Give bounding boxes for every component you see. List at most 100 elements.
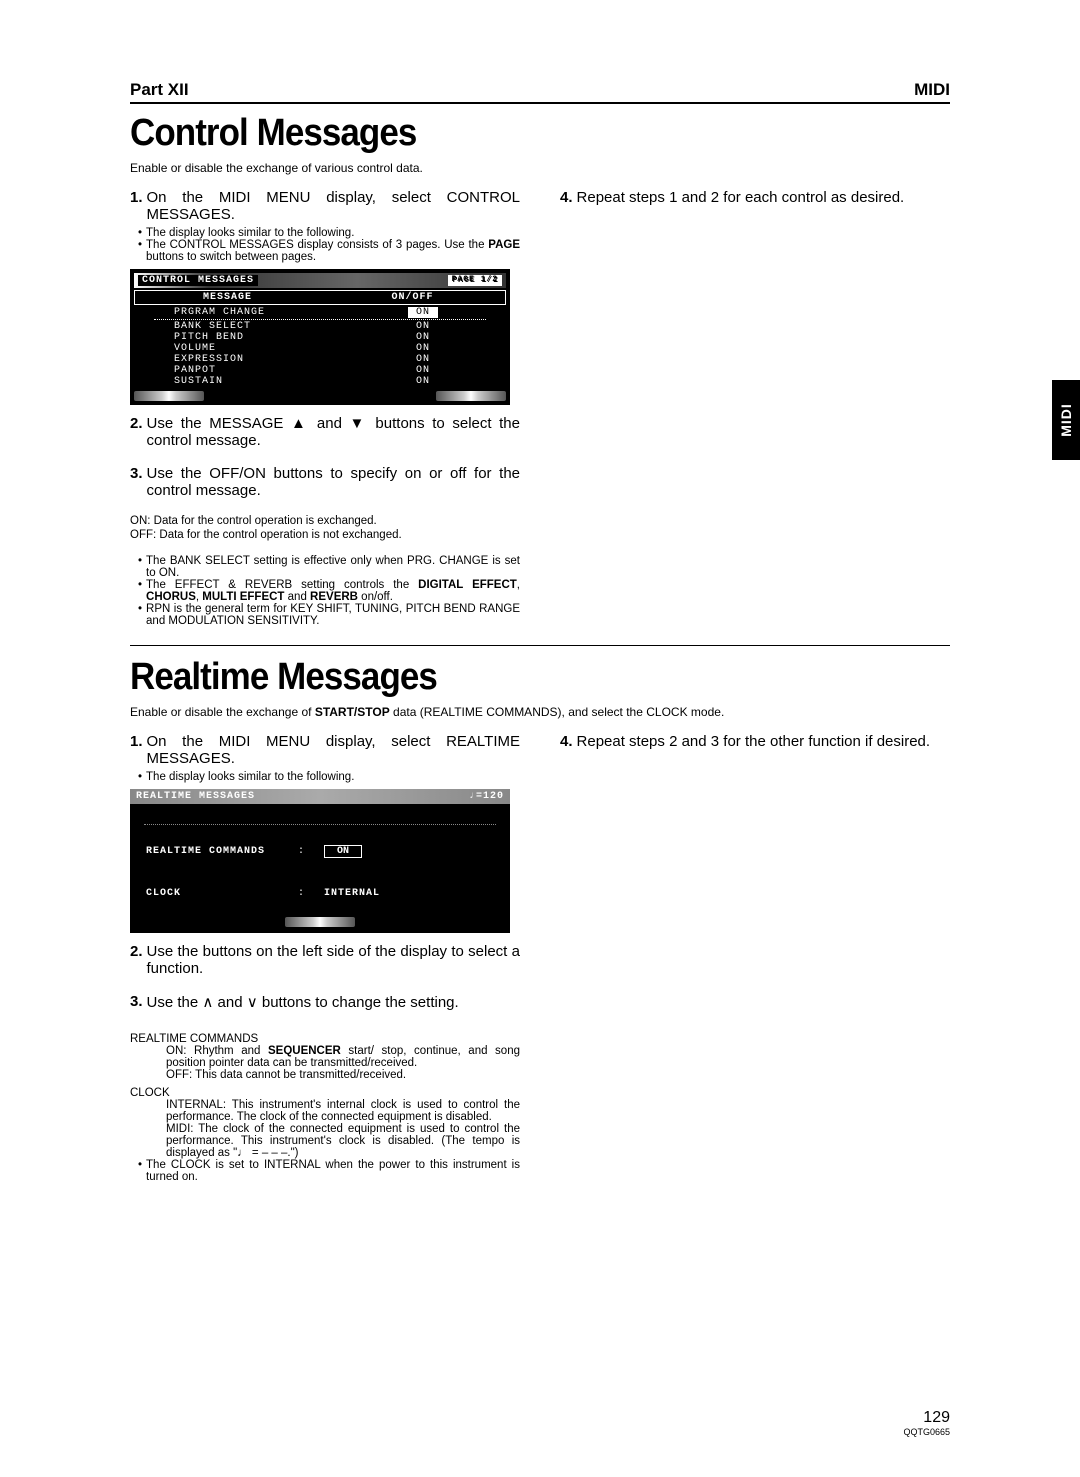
screen-footer bbox=[134, 391, 506, 401]
bullet-item: • The CLOCK is set to INTERNAL when the … bbox=[138, 1159, 520, 1183]
bullet-item: • The BANK SELECT setting is effective o… bbox=[138, 555, 520, 579]
bullet-text: The CLOCK is set to INTERNAL when the po… bbox=[146, 1159, 520, 1183]
screen-row: VOLUME ON bbox=[134, 343, 506, 354]
bullet-text: The BANK SELECT setting is effective onl… bbox=[146, 555, 520, 579]
bullet-dot: • bbox=[138, 603, 142, 627]
screen-body: REALTIME COMMANDS : ON CLOCK : INTERNAL bbox=[130, 804, 510, 917]
bullet-text: The CONTROL MESSAGES display consists of… bbox=[146, 239, 520, 263]
two-column-layout: 1. On the MIDI MENU display, select REAL… bbox=[130, 733, 950, 1183]
screen-row: BANK SELECT ON bbox=[134, 321, 506, 332]
step-text: Repeat steps 2 and 3 for the other funct… bbox=[577, 733, 931, 750]
msg-cell: SUSTAIN bbox=[134, 376, 340, 387]
colon: : bbox=[298, 846, 304, 857]
step-text: Use the buttons on the left side of the … bbox=[147, 943, 520, 977]
bullet-dot: • bbox=[138, 771, 142, 783]
val-cell: ON bbox=[340, 376, 506, 387]
part-label: Part XII bbox=[130, 80, 189, 100]
bullet-text: The EFFECT & REVERB setting controls the… bbox=[146, 579, 520, 603]
footer-button-right bbox=[436, 391, 506, 401]
bullet-item: • The display looks similar to the follo… bbox=[138, 227, 520, 239]
step-2: 2. Use the MESSAGE ▲ and ▼ buttons to se… bbox=[130, 415, 520, 449]
page-header: Part XII MIDI bbox=[130, 80, 950, 104]
right-column: 4. Repeat steps 2 and 3 for the other fu… bbox=[560, 733, 950, 1183]
val-cell: ON bbox=[340, 307, 506, 318]
step-number: 2. bbox=[130, 943, 143, 977]
screen-row: PRGRAM CHANGE ON bbox=[134, 307, 506, 318]
step-1: 1. On the MIDI MENU display, select CONT… bbox=[130, 189, 520, 223]
screen-title: CONTROL MESSAGES bbox=[138, 275, 258, 286]
step-text: Use the MESSAGE ▲ and ▼ buttons to selec… bbox=[147, 415, 520, 449]
step-text: Repeat steps 1 and 2 for each control as… bbox=[577, 189, 905, 206]
val-cell: ON bbox=[340, 365, 506, 376]
colon: : bbox=[298, 888, 304, 899]
step-text: On the MIDI MENU display, select REALTIM… bbox=[147, 733, 520, 767]
header-onoff: ON/OFF bbox=[320, 291, 505, 304]
step-number: 2. bbox=[130, 415, 143, 449]
row-value: ON bbox=[324, 845, 362, 858]
step-text: Use the OFF/ON buttons to specify on or … bbox=[147, 465, 520, 499]
section-title-control-messages: Control Messages bbox=[130, 112, 884, 155]
screen-row: PANPOT ON bbox=[134, 365, 506, 376]
bullet-item: • The display looks similar to the follo… bbox=[138, 771, 520, 783]
step-number: 1. bbox=[130, 733, 143, 767]
msg-cell: BANK SELECT bbox=[134, 321, 340, 332]
right-column: 4. Repeat steps 1 and 2 for each control… bbox=[560, 189, 950, 627]
section-intro: Enable or disable the exchange of START/… bbox=[130, 705, 950, 719]
step-number: 3. bbox=[130, 465, 143, 499]
step-4: 4. Repeat steps 1 and 2 for each control… bbox=[560, 189, 950, 206]
clock-internal-text: INTERNAL: This instrument's internal clo… bbox=[166, 1099, 520, 1123]
bullet-text: The display looks similar to the followi… bbox=[146, 771, 354, 783]
bullet-text: The display looks similar to the followi… bbox=[146, 227, 354, 239]
tempo-display: ♩=120 bbox=[469, 791, 504, 802]
step-3: 3. Use the OFF/ON buttons to specify on … bbox=[130, 465, 520, 499]
step-1: 1. On the MIDI MENU display, select REAL… bbox=[130, 733, 520, 767]
clock-midi-text: MIDI: The clock of the connected equipme… bbox=[166, 1123, 520, 1159]
control-messages-screenshot: CONTROL MESSAGES PAGE 1/2 MESSAGE ON/OFF… bbox=[130, 269, 510, 405]
screen-row: PITCH BEND ON bbox=[134, 332, 506, 343]
step-text: Use the ∧ and ∨ buttons to change the se… bbox=[147, 993, 459, 1011]
section-intro: Enable or disable the exchange of variou… bbox=[130, 161, 950, 175]
side-tab-label: MIDI bbox=[1058, 403, 1074, 437]
screen-title-bar: CONTROL MESSAGES PAGE 1/2 bbox=[134, 273, 506, 288]
msg-cell: EXPRESSION bbox=[134, 354, 340, 365]
row-label: REALTIME COMMANDS bbox=[138, 846, 298, 857]
section-divider bbox=[130, 645, 950, 646]
val-cell: ON bbox=[340, 321, 506, 332]
val-cell: ON bbox=[340, 343, 506, 354]
header-message: MESSAGE bbox=[135, 291, 320, 304]
step-text: On the MIDI MENU display, select CONTROL… bbox=[147, 189, 520, 223]
realtime-messages-screenshot: REALTIME MESSAGES ♩=120 REALTIME COMMAND… bbox=[130, 789, 510, 933]
step-4: 4. Repeat steps 2 and 3 for the other fu… bbox=[560, 733, 950, 750]
rc-off-text: OFF: This data cannot be transmitted/rec… bbox=[166, 1069, 520, 1081]
screen-row: EXPRESSION ON bbox=[134, 354, 506, 365]
screen-row: SUSTAIN ON bbox=[134, 376, 506, 387]
msg-cell: PANPOT bbox=[134, 365, 340, 376]
bullet-dot: • bbox=[138, 555, 142, 579]
screen-title: REALTIME MESSAGES bbox=[136, 791, 255, 802]
bullet-dot: • bbox=[138, 1159, 142, 1183]
section-label: MIDI bbox=[914, 80, 950, 100]
screen-row: REALTIME COMMANDS : ON bbox=[138, 845, 502, 858]
section-title-realtime-messages: Realtime Messages bbox=[130, 656, 884, 699]
bullet-dot: • bbox=[138, 579, 142, 603]
left-column: 1. On the MIDI MENU display, select CONT… bbox=[130, 189, 520, 627]
bullet-item: • RPN is the general term for KEY SHIFT,… bbox=[138, 603, 520, 627]
screen-title-bar: REALTIME MESSAGES ♩=120 bbox=[130, 789, 510, 804]
screen-footer bbox=[130, 917, 510, 933]
two-column-layout: 1. On the MIDI MENU display, select CONT… bbox=[130, 189, 950, 627]
footer-button-left bbox=[134, 391, 204, 401]
val-cell: ON bbox=[340, 354, 506, 365]
step-number: 4. bbox=[560, 189, 573, 206]
step-number: 3. bbox=[130, 993, 143, 1011]
bullet-text: RPN is the general term for KEY SHIFT, T… bbox=[146, 603, 520, 627]
footer-button bbox=[285, 917, 355, 927]
clock-label: CLOCK bbox=[130, 1087, 520, 1099]
bullet-item: • The EFFECT & REVERB setting controls t… bbox=[138, 579, 520, 603]
screen-page: PAGE 1/2 bbox=[448, 275, 502, 286]
msg-cell: VOLUME bbox=[134, 343, 340, 354]
dotted-divider bbox=[154, 319, 486, 320]
page-footer: 129 QQTG0665 bbox=[903, 1409, 950, 1437]
step-number: 4. bbox=[560, 733, 573, 750]
step-3: 3. Use the ∧ and ∨ buttons to change the… bbox=[130, 993, 520, 1011]
msg-cell: PRGRAM CHANGE bbox=[134, 307, 340, 318]
